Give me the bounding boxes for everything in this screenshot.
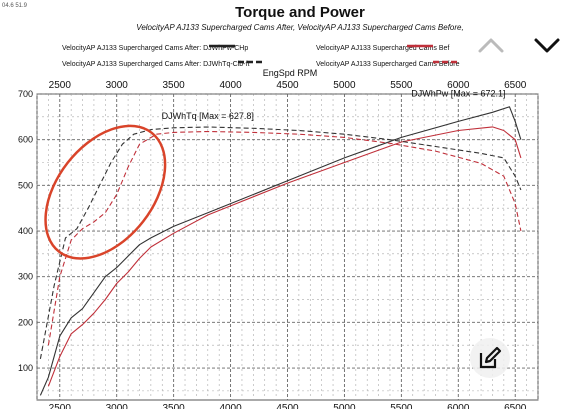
- x-tick-label-bottom: 5500: [390, 403, 413, 409]
- grid: [36, 93, 539, 401]
- corner-label: 04.6 51.9: [2, 3, 28, 9]
- edit-icon: [479, 346, 502, 369]
- x-tick-label-top: 3500: [163, 80, 186, 91]
- x-tick-labels-top: 2500 3000 3500 4000 4500 5000 5500 6000 6500: [49, 80, 527, 91]
- x-tick-label-top: 4000: [219, 80, 242, 91]
- highlight-ellipse: [44, 124, 167, 260]
- chevron-up-button[interactable]: [474, 28, 508, 62]
- x-tick-label-top: 2500: [49, 80, 72, 91]
- annotations: DJWhTq [Max = 627.8] DJWhPw [Max = 672.1]: [162, 89, 506, 121]
- series-line-2: [47, 126, 522, 387]
- x-tick-labels-bottom: 2500 3000 3500 4000 4500 5000 5500 6000 6500: [49, 403, 527, 409]
- chevron-down-icon: [534, 38, 560, 53]
- y-tick-label: 400: [18, 226, 33, 236]
- chart-title: Torque and Power: [235, 4, 365, 21]
- legend: VelocityAP AJ133 Supercharged Cams After…: [62, 44, 460, 68]
- x-tick-label-bottom: 6500: [504, 403, 527, 409]
- series-line-3: [39, 126, 522, 360]
- series-line-4: [47, 130, 522, 346]
- x-tick-label-bottom: 5000: [333, 403, 356, 409]
- y-tick-label: 200: [18, 317, 33, 327]
- x-tick-label-top: 6500: [504, 80, 527, 91]
- y-tick-label: 600: [18, 135, 33, 145]
- chart-subtitle: VelocityAP AJ133 Supercharged Cams After…: [136, 23, 463, 32]
- legend-label: VelocityAP AJ133 Supercharged Cams After…: [62, 61, 249, 68]
- legend-label: VelocityAP AJ133 Supercharged Cams Bef: [316, 45, 449, 52]
- x-tick-label-bottom: 2500: [49, 403, 72, 409]
- y-tick-label: 700: [18, 89, 33, 99]
- y-tick-label: 300: [18, 272, 33, 282]
- y-tick-labels: 100 200 300 400 500 600 700: [18, 89, 33, 373]
- x-tick-label-bottom: 3500: [163, 403, 186, 409]
- series-lines: [39, 106, 522, 396]
- x-axis-label: EngSpd RPM: [263, 68, 318, 78]
- x-tick-label-top: 4500: [276, 80, 299, 91]
- annotation-label: DJWhTq [Max = 627.8]: [162, 111, 254, 121]
- x-tick-label-bottom: 6000: [447, 403, 470, 409]
- annotation-label: DJWhPw [Max = 672.1]: [411, 89, 505, 99]
- x-tick-label-top: 3000: [106, 80, 129, 91]
- chevron-up-icon: [478, 38, 504, 53]
- legend-label: VelocityAP AJ133 Supercharged Cams After…: [62, 45, 248, 52]
- legend-label: VelocityAP AJ133 Supercharged Cams Befor…: [316, 61, 460, 68]
- x-tick-label-top: 5500: [390, 80, 413, 91]
- x-tick-label-bottom: 4500: [276, 403, 299, 409]
- edit-button[interactable]: [470, 338, 510, 378]
- x-tick-label-bottom: 4000: [219, 403, 242, 409]
- y-tick-label: 500: [18, 180, 33, 190]
- chevron-down-button[interactable]: [530, 28, 564, 62]
- x-tick-label-bottom: 3000: [106, 403, 129, 409]
- x-tick-label-top: 6000: [447, 80, 470, 91]
- x-tick-label-top: 5000: [333, 80, 356, 91]
- y-tick-label: 100: [18, 363, 33, 373]
- series-line-1: [39, 106, 522, 396]
